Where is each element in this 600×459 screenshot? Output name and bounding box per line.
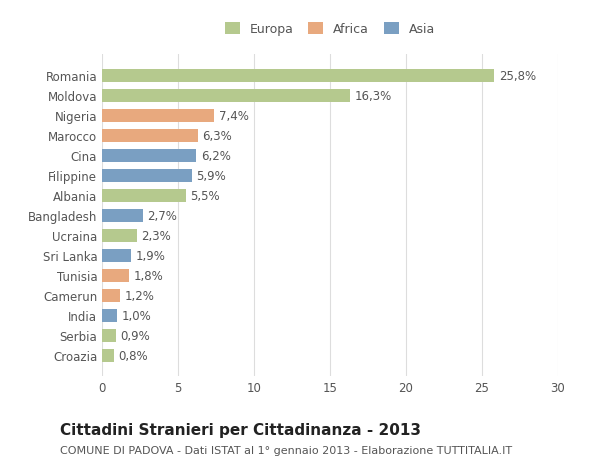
Text: COMUNE DI PADOVA - Dati ISTAT al 1° gennaio 2013 - Elaborazione TUTTITALIA.IT: COMUNE DI PADOVA - Dati ISTAT al 1° genn… [60,445,512,455]
Text: 6,3%: 6,3% [202,129,232,142]
Bar [102,289,120,302]
Text: 25,8%: 25,8% [499,70,536,83]
Bar [102,169,191,182]
Bar [102,70,494,83]
Bar [102,249,131,262]
Bar [102,229,137,242]
Text: 16,3%: 16,3% [355,90,392,103]
Text: 1,2%: 1,2% [125,289,155,302]
Text: 0,9%: 0,9% [120,329,150,342]
Text: 7,4%: 7,4% [219,110,249,123]
Text: 1,0%: 1,0% [122,309,152,322]
Bar [102,349,114,362]
Bar [102,189,185,202]
Text: 6,2%: 6,2% [201,150,230,162]
Bar [102,90,350,102]
Text: 5,5%: 5,5% [190,189,220,202]
Bar [102,309,117,322]
Bar [102,329,116,342]
Text: 2,3%: 2,3% [142,229,171,242]
Bar [102,129,198,142]
Text: Cittadini Stranieri per Cittadinanza - 2013: Cittadini Stranieri per Cittadinanza - 2… [60,422,421,437]
Text: 1,9%: 1,9% [136,249,166,262]
Text: 2,7%: 2,7% [148,209,178,222]
Text: 5,9%: 5,9% [196,169,226,182]
Bar [102,150,196,162]
Bar [102,110,214,123]
Text: 1,8%: 1,8% [134,269,164,282]
Bar [102,209,143,222]
Text: 0,8%: 0,8% [119,349,148,362]
Bar [102,269,130,282]
Legend: Europa, Africa, Asia: Europa, Africa, Asia [221,20,439,40]
